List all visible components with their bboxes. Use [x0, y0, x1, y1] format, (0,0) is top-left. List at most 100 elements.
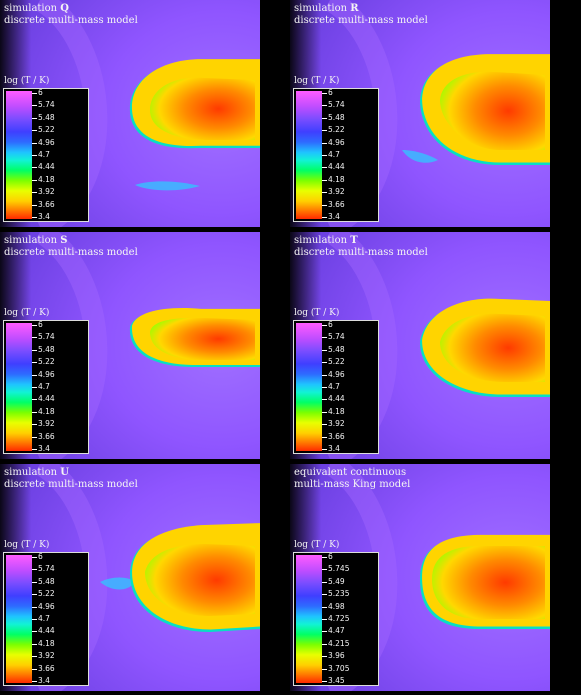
colorbar-tick	[32, 337, 37, 339]
colorbar-tick	[322, 619, 327, 620]
colorbar-tick-label: 5.48	[38, 112, 55, 122]
colorbar-tick	[322, 643, 327, 645]
colorbar-tick	[32, 631, 37, 633]
colorbar-gradient	[6, 555, 32, 683]
colorbar-tick	[32, 436, 37, 438]
colorbar: 6 5.74 5.48 5.22 4.96 4.7 4.44 4.18 3.92 3.66 3.4	[3, 88, 89, 222]
colorbar-tick	[32, 167, 37, 169]
colorbar-tick-label: 3.92	[38, 187, 55, 197]
colorbar-gradient	[6, 91, 32, 219]
colorbar-tick	[322, 374, 327, 376]
simulation-letter: U	[60, 467, 70, 478]
colorbar-tick-label: 4.96	[328, 137, 345, 147]
colorbar-tick-label: 3.92	[328, 187, 345, 197]
colorbar-tick	[32, 569, 37, 571]
colorbar-tick-label: 4.7	[38, 150, 50, 159]
colorbar-tick-label: 3.66	[38, 663, 55, 673]
colorbar-tick-label: 5.74	[38, 332, 55, 342]
colorbar-tick-label: 4.18	[328, 174, 345, 184]
simulation-letter: T	[350, 235, 358, 246]
colorbar-tick	[322, 325, 327, 326]
colorbar-tick-label: 4.98	[328, 601, 345, 611]
panel-subtitle: discrete multi-mass model	[4, 247, 138, 258]
colorbar-tick	[322, 411, 327, 413]
colorbar-tick-label: 5.48	[38, 576, 55, 586]
colorbar-tick	[322, 130, 327, 132]
colorbar-tick-label: 4.96	[38, 369, 55, 379]
colorbar-tick-label: 3.4	[38, 444, 50, 453]
colorbar-tick	[32, 325, 37, 326]
colorbar-tick-label: 4.47	[328, 626, 345, 636]
colorbar-tick	[322, 594, 327, 596]
colorbar: 6 5.74 5.48 5.22 4.96 4.7 4.44 4.18 3.92 3.66 3.4	[293, 320, 379, 454]
colorbar-tick	[322, 117, 327, 119]
colorbar-tick-label: 5.74	[328, 332, 345, 342]
colorbar-tick	[32, 399, 37, 401]
colorbar-tick	[32, 449, 37, 450]
colorbar-tick-label: 3.96	[328, 651, 345, 661]
colorbar-tick-label: 6	[38, 88, 43, 97]
colorbar-tick	[322, 179, 327, 181]
colorbar-tick-label: 4.96	[38, 137, 55, 147]
colorbar: 6 5.74 5.48 5.22 4.96 4.7 4.44 4.18 3.92 3.66 3.4	[3, 552, 89, 686]
colorbar-tick	[32, 681, 37, 682]
colorbar-tick-label: 5.745	[328, 564, 350, 574]
colorbar-tick-label: 6	[328, 552, 333, 561]
colorbar-label: log (T / K)	[294, 308, 340, 318]
colorbar-tick-label: 5.235	[328, 589, 350, 599]
colorbar-tick	[322, 192, 327, 194]
colorbar-tick	[32, 349, 37, 351]
colorbar-tick-label: 4.44	[328, 162, 345, 172]
colorbar-tick	[32, 581, 37, 583]
colorbar-tick-label: 3.4	[38, 212, 50, 221]
colorbar-tick	[322, 449, 327, 450]
colorbar-tick	[32, 142, 37, 144]
colorbar-tick	[32, 217, 37, 218]
colorbar-tick-label: 5.48	[328, 112, 345, 122]
colorbar-tick	[32, 179, 37, 181]
colorbar-tick	[32, 155, 37, 156]
colorbar-tick	[32, 656, 37, 658]
colorbar-tick	[322, 399, 327, 401]
colorbar-tick-label: 5.74	[38, 100, 55, 110]
colorbar-tick	[322, 142, 327, 144]
colorbar-tick-label: 4.96	[328, 369, 345, 379]
colorbar-gradient	[296, 91, 322, 219]
colorbar-tick	[322, 569, 327, 571]
colorbar-tick-label: 5.22	[38, 589, 55, 599]
colorbar-tick	[32, 424, 37, 426]
colorbar-tick-label: 5.22	[328, 357, 345, 367]
panel-subtitle: discrete multi-mass model	[294, 247, 428, 258]
colorbar: 6 5.74 5.48 5.22 4.96 4.7 4.44 4.18 3.92 3.66 3.4	[293, 88, 379, 222]
colorbar-tick-label: 3.66	[328, 431, 345, 441]
colorbar-tick	[322, 631, 327, 633]
panel-title-prefix: simulation	[4, 467, 61, 478]
colorbar-tick-label: 3.4	[328, 212, 340, 221]
colorbar-tick	[322, 606, 327, 608]
colorbar-tick-label: 4.44	[38, 394, 55, 404]
simulation-letter: S	[60, 235, 68, 246]
colorbar-tick-label: 3.4	[38, 676, 50, 685]
simulation-letter: Q	[60, 3, 69, 14]
colorbar-tick	[322, 217, 327, 218]
colorbar-gradient	[296, 323, 322, 451]
colorbar-tick	[322, 93, 327, 94]
colorbar-tick-label: 4.725	[328, 614, 350, 623]
colorbar-tick	[32, 387, 37, 388]
colorbar-gradient	[6, 323, 32, 451]
colorbar-tick	[322, 424, 327, 426]
colorbar-tick-label: 4.96	[38, 601, 55, 611]
temperature-map	[0, 0, 260, 227]
colorbar-tick	[322, 155, 327, 156]
colorbar-tick-label: 6	[328, 320, 333, 329]
colorbar-tick-label: 5.22	[328, 125, 345, 135]
panel-title-prefix: equivalent continuous	[294, 467, 407, 478]
colorbar-tick	[322, 656, 327, 658]
colorbar-tick-label: 4.44	[328, 394, 345, 404]
colorbar-tick-label: 3.92	[38, 419, 55, 429]
